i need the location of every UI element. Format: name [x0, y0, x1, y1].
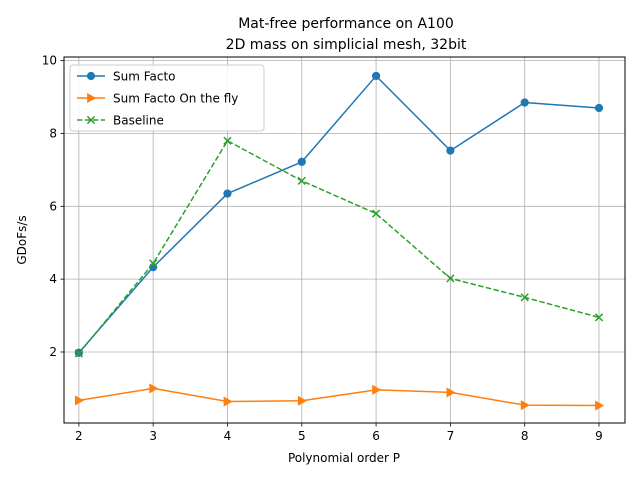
- legend-label: Sum Facto: [113, 70, 176, 84]
- data-point: [520, 98, 529, 107]
- data-point: [371, 71, 381, 81]
- data-point: [223, 136, 232, 145]
- data-point: [149, 259, 158, 268]
- y-axis-label: GDoFs/s: [15, 215, 29, 264]
- data-point: [595, 400, 605, 411]
- data-point: [594, 313, 604, 322]
- y-tick-label: 4: [49, 272, 57, 286]
- legend-item: Baseline: [77, 114, 164, 128]
- x-tick-label: 3: [149, 429, 157, 443]
- legend-item: Sum Facto On the fly: [77, 92, 238, 106]
- series-line: [78, 140, 600, 354]
- legend-box: [69, 64, 265, 132]
- x-axis-label: Polynomial order P: [288, 451, 400, 465]
- data-point: [446, 146, 455, 155]
- x-tick-label: 9: [595, 429, 603, 443]
- data-point: [149, 383, 159, 394]
- data-point: [75, 395, 85, 406]
- plot-area-frame: [63, 56, 626, 424]
- data-point: [223, 189, 232, 198]
- legend-label: Baseline: [113, 114, 164, 128]
- data-point: [297, 176, 306, 185]
- legend-marker: [86, 71, 96, 81]
- data-point: [371, 209, 381, 218]
- x-tick-label: 7: [447, 429, 455, 443]
- x-tick-label: 2: [75, 429, 83, 443]
- y-tick-label: 2: [49, 345, 57, 359]
- data-point: [223, 396, 233, 407]
- legend: Sum Facto Sum Facto On the fly Baseline: [69, 64, 265, 132]
- x-tick-label: 6: [372, 429, 380, 443]
- y-tick-label: 8: [49, 126, 57, 140]
- x-tick-label: 4: [224, 429, 232, 443]
- y-tick-label: 6: [49, 199, 57, 213]
- data-point: [446, 387, 456, 398]
- data-point: [520, 293, 529, 302]
- data-point: [446, 274, 455, 283]
- data-point: [520, 400, 530, 411]
- data-point: [74, 349, 83, 358]
- x-tick-label: 5: [298, 429, 306, 443]
- data-point: [594, 103, 604, 113]
- legend-marker: [86, 115, 96, 125]
- series-line: [78, 387, 599, 407]
- x-tick-label: 8: [521, 429, 529, 443]
- data-point: [297, 395, 308, 406]
- data-point: [372, 384, 382, 395]
- series-line: [78, 75, 600, 354]
- series-2: [75, 383, 605, 411]
- series-layer: [74, 71, 605, 411]
- series-3: [74, 136, 604, 358]
- y-tick-label: 10: [42, 54, 57, 68]
- axis-ticks: 2 3 4 5 6 7 8 9 2 4 6 8 10: [42, 54, 603, 443]
- chart-title: Mat-free performance on A100: [238, 16, 454, 32]
- chart-subtitle: 2D mass on simplicial mesh, 32bit: [226, 37, 467, 53]
- legend-label: Sum Facto On the fly: [113, 92, 238, 106]
- legend-item: Sum Facto: [77, 70, 176, 84]
- data-point: [297, 157, 306, 166]
- grid-lines: [64, 57, 625, 423]
- legend-marker: [87, 92, 97, 104]
